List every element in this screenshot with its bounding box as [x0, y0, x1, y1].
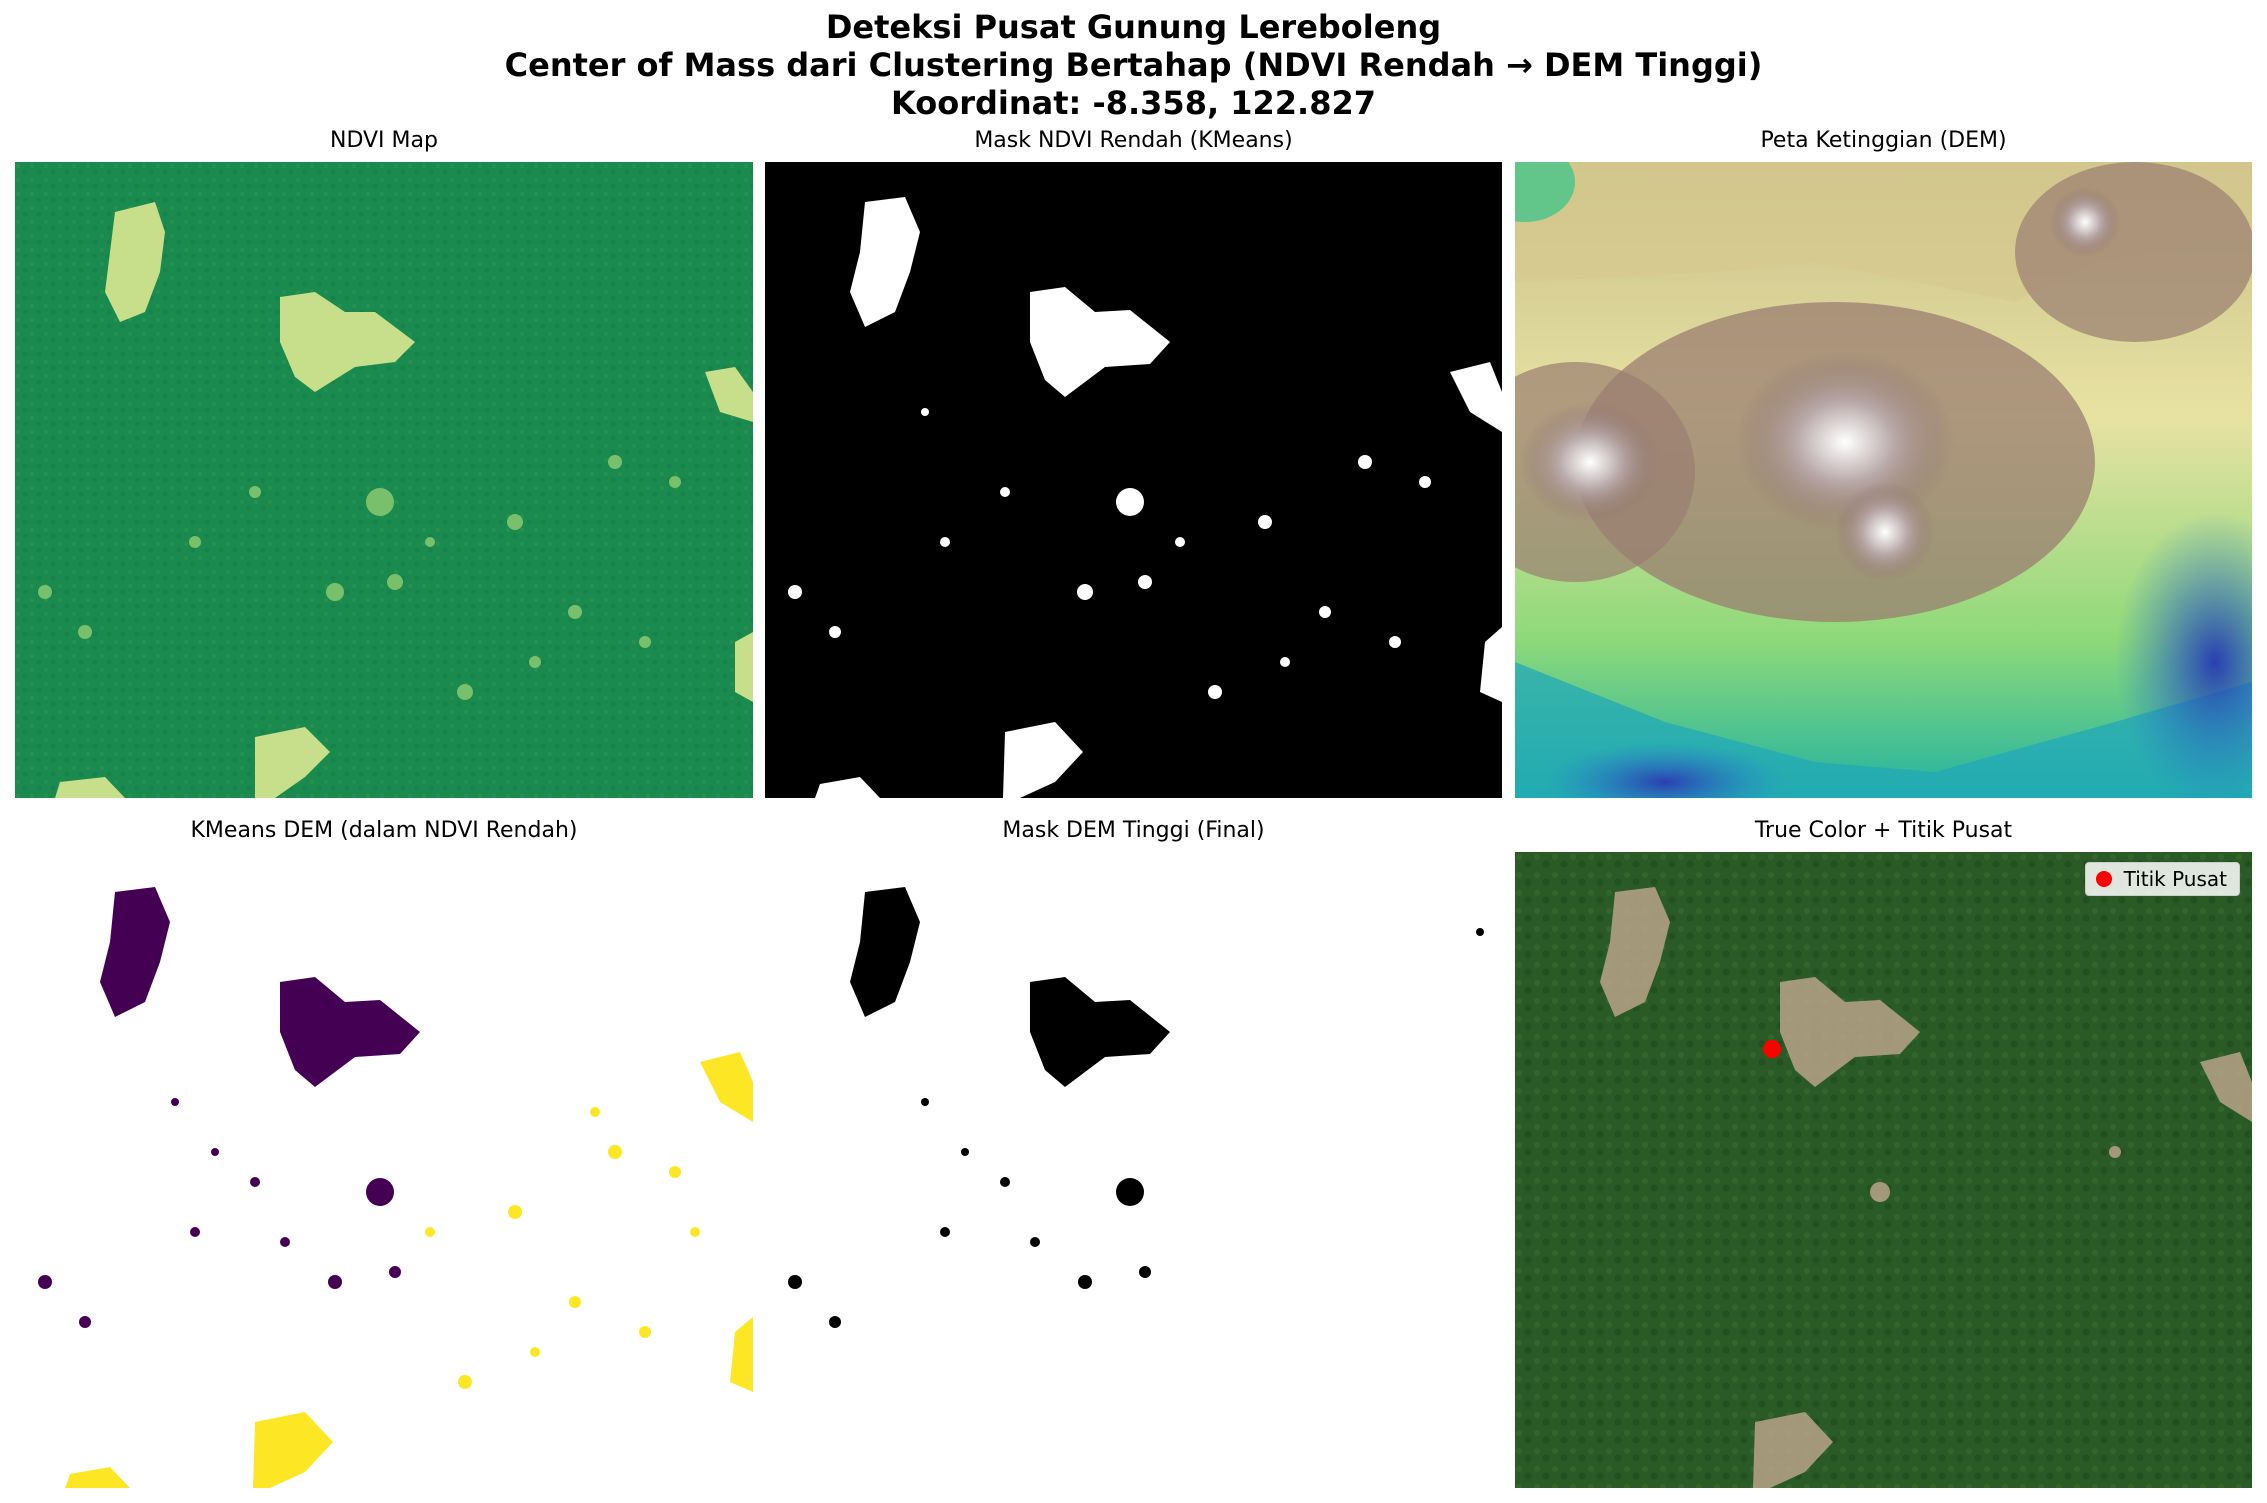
legend-label: Titik Pusat — [2123, 867, 2227, 891]
mask-dem-image — [765, 852, 1502, 1488]
mask-ndvi-image — [765, 162, 1502, 798]
ndvi-map-image — [15, 162, 753, 798]
figure-title-line2: Center of Mass dari Clustering Bertahap … — [504, 46, 1763, 84]
panel-title-dem: Peta Ketinggian (DEM) — [1760, 128, 2007, 153]
truecolor-image: Titik Pusat — [1515, 852, 2252, 1488]
legend: Titik Pusat — [2084, 862, 2240, 896]
figure-title-line1: Deteksi Pusat Gunung Lereboleng — [825, 8, 1442, 46]
panel-title-mask-ndvi: Mask NDVI Rendah (KMeans) — [974, 128, 1293, 153]
legend-marker-icon — [2095, 871, 2112, 887]
center-point-marker — [1763, 1040, 1781, 1058]
kmeans-dem-image — [15, 852, 753, 1488]
dem-map-image — [1515, 162, 2252, 798]
figure-suptitle: Deteksi Pusat Gunung Lereboleng Center o… — [0, 8, 2267, 122]
panel-title-kmeans-dem: KMeans DEM (dalam NDVI Rendah) — [190, 818, 578, 843]
panel-title-truecolor: True Color + Titik Pusat — [1754, 818, 2013, 843]
panel-title-ndvi: NDVI Map — [330, 128, 438, 153]
figure-title-line3: Koordinat: -8.358, 122.827 — [890, 84, 1376, 122]
panel-title-mask-dem: Mask DEM Tinggi (Final) — [1002, 818, 1265, 843]
